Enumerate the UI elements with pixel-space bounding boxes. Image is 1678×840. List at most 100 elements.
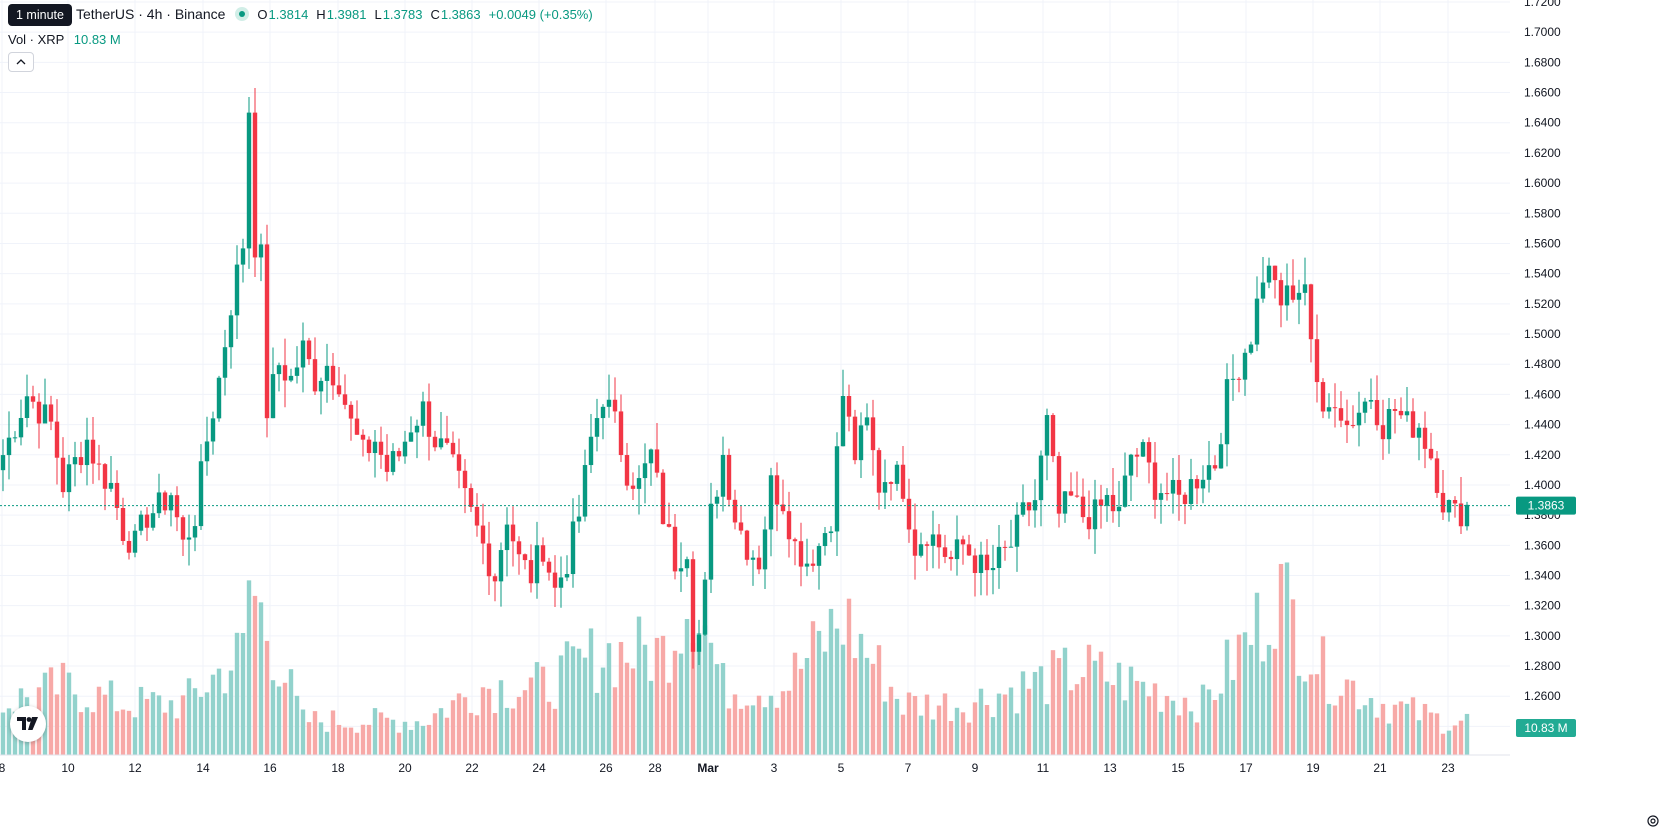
candle: [162, 490, 168, 515]
candle-body: [456, 454, 462, 471]
candle: [1356, 391, 1362, 447]
candle: [966, 534, 972, 556]
volume-bar: [348, 727, 354, 755]
volume-bar: [744, 705, 750, 755]
volume-bar: [378, 712, 384, 755]
candle-body: [1284, 285, 1290, 306]
gear-icon[interactable]: [1644, 812, 1662, 830]
candle-body: [1194, 479, 1200, 489]
candle-body: [198, 461, 204, 527]
candle-body: [1314, 339, 1320, 383]
candle-body: [822, 533, 828, 547]
price-tick-label: 1.6400: [1524, 116, 1561, 130]
candle-body: [42, 404, 48, 424]
candle: [1326, 393, 1332, 419]
volume-bar: [1362, 705, 1368, 755]
volume-bar: [570, 646, 576, 755]
candle-body: [756, 557, 762, 570]
last-volume-badge: [1516, 719, 1576, 737]
candle-body: [228, 315, 234, 348]
candle-body: [1146, 442, 1152, 463]
candle: [1314, 314, 1320, 403]
symbol-title[interactable]: TetherUS · 4h · Binance: [76, 6, 226, 22]
candle-body: [1152, 462, 1158, 500]
candle: [840, 369, 846, 447]
candle-body: [606, 399, 612, 407]
volume-bar: [978, 688, 984, 755]
volume-label[interactable]: Vol · XRP: [8, 32, 65, 47]
candle: [1134, 447, 1140, 478]
candle-body: [1164, 493, 1170, 495]
gear-shape: [1647, 815, 1659, 827]
volume-bar: [432, 713, 438, 755]
candle: [102, 462, 108, 511]
candle: [66, 454, 72, 512]
candle-body: [126, 540, 132, 553]
candle-body: [1182, 494, 1188, 504]
candle-body: [1122, 475, 1128, 507]
volume-bar: [414, 721, 420, 755]
candle: [1008, 519, 1014, 548]
volume-bar: [1044, 704, 1050, 755]
candle: [1182, 492, 1188, 525]
volume-bar: [492, 713, 498, 755]
candle-body: [744, 530, 750, 560]
volume-bars: [0, 562, 1470, 755]
candle-body: [276, 365, 282, 375]
volume-bar: [462, 697, 468, 755]
change-value: +0.0049 (+0.35%): [488, 6, 593, 22]
candle: [1176, 454, 1182, 521]
volume-value: 10.83 M: [73, 32, 121, 47]
tradingview-logo-icon[interactable]: [10, 706, 46, 742]
candle: [552, 555, 558, 607]
volume-bar: [678, 653, 684, 755]
candle: [882, 459, 888, 509]
candle-body: [732, 499, 738, 523]
candle-body: [1200, 479, 1206, 489]
candle: [1032, 479, 1038, 528]
volume-bar: [1176, 715, 1182, 755]
volume-bar: [1236, 634, 1242, 755]
volume-bar: [60, 662, 66, 755]
volume-bar: [1008, 687, 1014, 755]
candle-body: [906, 498, 912, 530]
candle-body: [738, 522, 744, 531]
candle-body: [690, 559, 696, 652]
candle-body: [1434, 458, 1440, 493]
candle-body: [54, 421, 60, 458]
candle-body: [612, 399, 618, 412]
volume-bar: [822, 651, 828, 755]
price-tick-label: 1.5400: [1524, 267, 1561, 281]
volume-bar: [930, 719, 936, 755]
candle-body: [60, 457, 66, 493]
candle: [1092, 479, 1098, 554]
volume-bar: [1110, 685, 1116, 755]
candle-body: [1074, 495, 1080, 497]
collapse-button[interactable]: [8, 52, 34, 72]
candle: [684, 556, 690, 577]
volume-bar: [204, 692, 210, 755]
volume-bar: [858, 633, 864, 755]
volume-bar: [1290, 599, 1296, 755]
volume-bar: [1200, 684, 1206, 755]
volume-bar: [816, 630, 822, 755]
volume-bar: [1212, 700, 1218, 755]
candle-body: [30, 396, 36, 402]
candle: [372, 430, 378, 478]
candle: [990, 544, 996, 595]
candle: [120, 497, 126, 546]
candle-body: [342, 394, 348, 405]
candle: [696, 619, 702, 666]
candle: [870, 399, 876, 476]
candle-body: [978, 554, 984, 574]
volume-bar: [234, 632, 240, 755]
candle: [1152, 441, 1158, 519]
candle-body: [1428, 448, 1434, 459]
candle-body: [1362, 401, 1368, 413]
candle-body: [12, 437, 18, 439]
candle: [1188, 458, 1194, 510]
volume-bar: [876, 645, 882, 755]
candle-body: [618, 411, 624, 456]
